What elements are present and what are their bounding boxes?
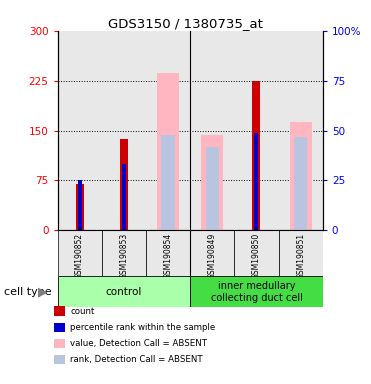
- Bar: [190, 230, 234, 276]
- Text: cell type: cell type: [4, 287, 51, 297]
- Text: GSM190853: GSM190853: [119, 233, 128, 279]
- Bar: [120, 139, 128, 230]
- Bar: [234, 31, 279, 230]
- Bar: [146, 230, 190, 276]
- Text: GSM190852: GSM190852: [75, 233, 84, 279]
- Text: rank, Detection Call = ABSENT: rank, Detection Call = ABSENT: [70, 355, 203, 364]
- Bar: [234, 230, 279, 276]
- Bar: [146, 31, 190, 230]
- Text: GDS3150 / 1380735_at: GDS3150 / 1380735_at: [108, 17, 263, 30]
- Bar: [279, 230, 323, 276]
- Bar: [58, 230, 102, 276]
- Bar: [294, 137, 307, 230]
- Bar: [157, 73, 179, 230]
- Bar: [161, 135, 175, 230]
- Text: GSM190851: GSM190851: [296, 233, 305, 279]
- Bar: [255, 132, 259, 230]
- Text: GSM190850: GSM190850: [252, 233, 261, 279]
- Text: GSM190854: GSM190854: [164, 233, 173, 279]
- Bar: [253, 81, 260, 230]
- Bar: [122, 164, 126, 230]
- Bar: [206, 147, 219, 230]
- Text: value, Detection Call = ABSENT: value, Detection Call = ABSENT: [70, 339, 207, 348]
- Text: control: control: [106, 287, 142, 297]
- Bar: [290, 122, 312, 230]
- Text: GSM190849: GSM190849: [208, 233, 217, 279]
- Bar: [190, 276, 323, 307]
- Text: ▶: ▶: [38, 285, 47, 298]
- Bar: [190, 31, 234, 230]
- Text: inner medullary
collecting duct cell: inner medullary collecting duct cell: [210, 281, 302, 303]
- Bar: [102, 230, 146, 276]
- Bar: [76, 184, 83, 230]
- Bar: [201, 135, 223, 230]
- Bar: [102, 31, 146, 230]
- Bar: [78, 180, 82, 230]
- Text: count: count: [70, 306, 95, 316]
- Text: percentile rank within the sample: percentile rank within the sample: [70, 323, 216, 332]
- Bar: [58, 276, 190, 307]
- Bar: [279, 31, 323, 230]
- Bar: [58, 31, 102, 230]
